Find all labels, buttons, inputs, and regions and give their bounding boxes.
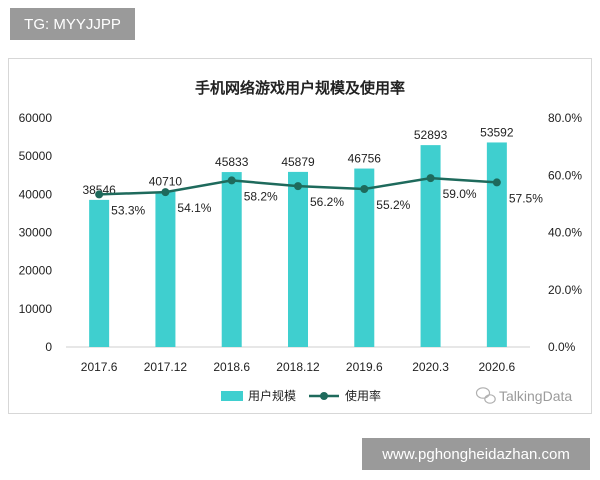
y-right-tick-label: 40.0% <box>548 226 582 240</box>
y-left-tick-label: 20000 <box>19 264 53 278</box>
bar <box>221 172 242 347</box>
line-value-label: 53.3% <box>111 203 145 217</box>
x-tick-label: 2019.6 <box>346 360 383 374</box>
line-value-label: 59.0% <box>443 187 477 201</box>
x-tick-label: 2018.6 <box>213 360 250 374</box>
x-tick-label: 2020.6 <box>479 360 516 374</box>
bar <box>89 199 110 347</box>
x-tick-label: 2020.3 <box>412 360 449 374</box>
bar-series <box>89 142 507 347</box>
line-value-label: 56.2% <box>310 195 344 209</box>
x-axis: 2017.6 2017.12 2018.6 2018.12 2019.6 2020.3 20… <box>81 360 516 374</box>
line-point <box>294 182 302 191</box>
top-left-badge: TG: MYYJJPP <box>10 8 135 40</box>
bar <box>420 145 441 347</box>
bar <box>486 142 507 347</box>
bar-value-label: 45833 <box>215 155 249 169</box>
y-left-tick-label: 10000 <box>19 302 53 316</box>
y-axis-left: 0 10000 20000 30000 40000 50000 60000 <box>19 111 53 354</box>
x-tick-label: 2017.12 <box>144 360 188 374</box>
watermark-text: TalkingData <box>499 388 572 404</box>
line-series <box>95 174 501 199</box>
line-value-label: 58.2% <box>244 189 278 203</box>
line-value-label: 57.5% <box>509 191 543 205</box>
y-left-tick-label: 60000 <box>19 111 53 125</box>
x-tick-label: 2017.6 <box>81 360 118 374</box>
bottom-right-badge: www.pghongheidazhan.com <box>362 438 590 470</box>
legend-marker-line <box>320 392 328 400</box>
line-labels: 53.3% 54.1% 58.2% 56.2% 55.2% 59.0% 57.5% <box>111 187 543 217</box>
y-left-tick-label: 50000 <box>19 149 53 163</box>
y-left-tick-label: 0 <box>45 340 52 354</box>
legend-label-bar: 用户规模 <box>248 388 296 403</box>
line-point <box>492 178 501 187</box>
bar-value-label: 45879 <box>281 155 315 169</box>
bar <box>354 168 375 347</box>
bar-value-label: 40710 <box>149 175 183 189</box>
y-right-tick-label: 80.0% <box>548 111 582 125</box>
bar <box>288 171 308 347</box>
y-left-tick-label: 30000 <box>19 226 53 240</box>
y-axis-right: 0.0% 20.0% 40.0% 60.0% 80.0% <box>548 111 582 354</box>
line-point <box>360 184 369 193</box>
bar-value-label: 53592 <box>480 125 514 139</box>
legend-label-line: 使用率 <box>345 388 381 403</box>
x-tick-label: 2018.12 <box>276 360 320 374</box>
legend: 用户规模 使用率 <box>221 388 381 403</box>
line-point <box>95 190 104 199</box>
y-right-tick-label: 20.0% <box>548 283 582 297</box>
legend-swatch-bar <box>221 391 243 401</box>
line-point <box>227 176 236 185</box>
chart-title: 手机网络游戏用户规模及使用率 <box>195 79 405 97</box>
y-left-tick-label: 40000 <box>19 187 53 201</box>
y-right-tick-label: 0.0% <box>548 340 576 354</box>
watermark: TalkingData <box>475 387 572 404</box>
line-point <box>426 174 435 183</box>
bar <box>155 191 176 347</box>
bar-value-label: 46756 <box>348 152 382 166</box>
line-value-label: 54.1% <box>177 201 211 215</box>
y-right-tick-label: 60.0% <box>548 168 582 182</box>
line-value-label: 55.2% <box>376 198 410 212</box>
wechat-icon <box>475 387 496 404</box>
line-point <box>161 188 170 197</box>
bar-value-label: 52893 <box>414 128 448 142</box>
